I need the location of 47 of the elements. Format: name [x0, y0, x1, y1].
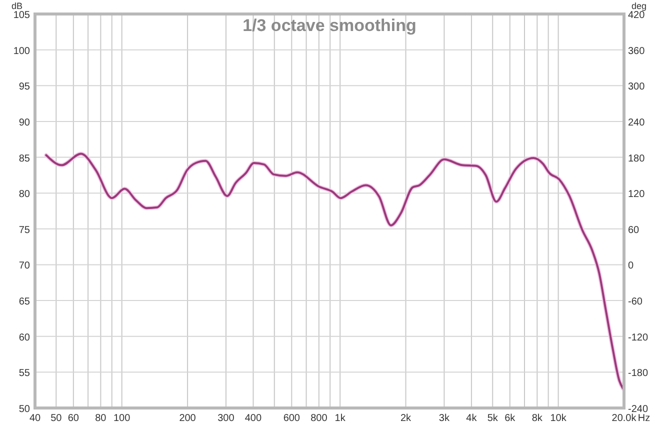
y2-tick-label: 180 [628, 153, 646, 164]
x-tick-label: 3k [438, 413, 450, 424]
y-tick-label: 105 [13, 10, 30, 21]
y2-tick-label: 300 [628, 82, 646, 93]
x-tick-label: 200 [179, 413, 196, 424]
x-tick-label: 600 [283, 413, 300, 424]
x-tick-label: 80 [95, 413, 107, 424]
x-tick-label: 40 [29, 413, 41, 424]
y2-tick-label: -120 [628, 332, 648, 344]
x-tick-label: 20.0k [612, 413, 638, 424]
y2-axis-title: deg [631, 1, 647, 11]
x-tick-label: 300 [218, 413, 235, 424]
y2-tick-label: -240 [628, 404, 648, 415]
x-axis-title: Hz [638, 413, 650, 424]
y2-tick-label: -60 [628, 296, 643, 308]
y-tick-label: 60 [18, 332, 30, 344]
y-tick-label: 100 [13, 46, 30, 57]
x-tick-label: 5k [487, 413, 499, 424]
y-tick-label: 90 [18, 117, 30, 128]
x-tick-label: 6k [504, 413, 516, 424]
chart-title: 1/3 octave smoothing [242, 16, 416, 35]
x-tick-label: 400 [244, 413, 262, 424]
y-tick-label: 70 [18, 260, 30, 272]
x-tick-label: 8k [532, 413, 544, 424]
y2-tick-label: 120 [628, 189, 646, 200]
y2-tick-label: 420 [628, 10, 646, 21]
y2-tick-label: 60 [628, 224, 640, 236]
x-tick-label: 800 [310, 413, 328, 424]
y2-tick-label: 240 [628, 117, 646, 128]
y2-tick-label: 0 [628, 260, 634, 272]
x-tick-label: 100 [114, 413, 131, 424]
y-tick-label: 80 [18, 189, 30, 200]
y-tick-label: 65 [18, 296, 30, 308]
x-tick-label: 1k [334, 413, 346, 424]
x-tick-label: 60 [68, 413, 80, 424]
x-tick-label: 2k [400, 413, 412, 424]
x-tick-label: 10k [550, 413, 568, 424]
x-tick-label: 4k [466, 413, 478, 424]
y2-tick-label: 360 [628, 46, 646, 57]
y2-tick-label: -180 [628, 368, 648, 380]
y-axis-title: dB [11, 1, 23, 11]
y-tick-label: 95 [18, 82, 30, 93]
y-tick-label: 85 [18, 153, 30, 164]
x-tick-label: 50 [50, 413, 62, 424]
y-tick-label: 50 [18, 404, 30, 415]
y-tick-label: 55 [18, 368, 30, 380]
y-tick-label: 75 [18, 224, 30, 236]
